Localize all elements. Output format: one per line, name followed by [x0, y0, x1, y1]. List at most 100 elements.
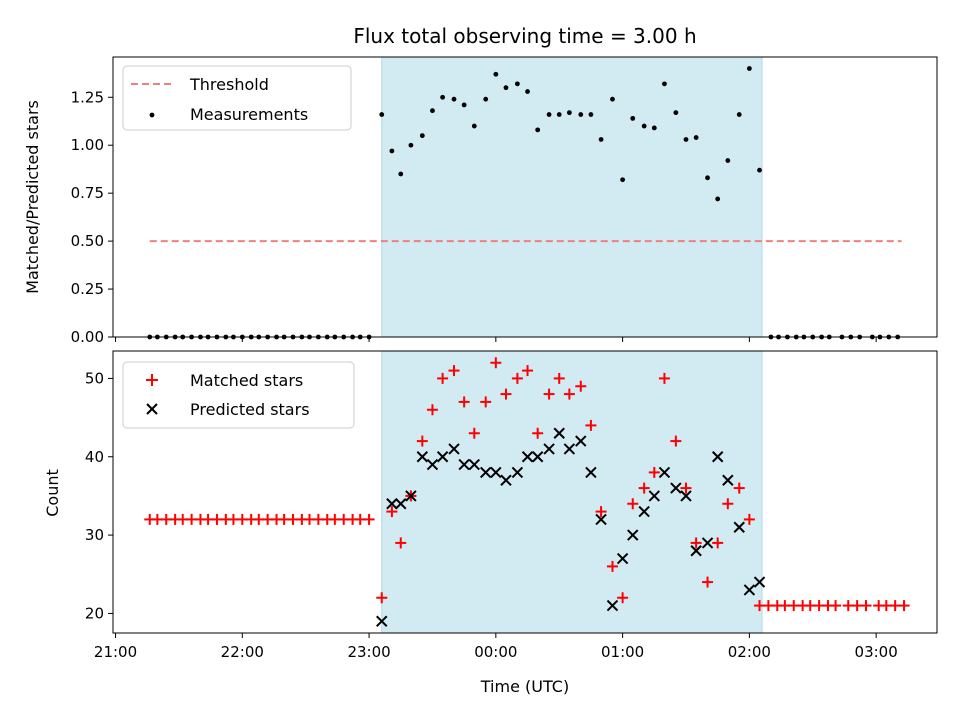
measurement-point: [725, 158, 731, 163]
matched-point: [898, 600, 910, 612]
bottom-axes-frame: [112, 350, 938, 634]
matched-point: [480, 396, 492, 408]
legend-measurements-swatch: [149, 112, 155, 118]
predicted-point: [511, 466, 524, 479]
matched-point: [532, 427, 544, 439]
predicted-point: [711, 451, 724, 463]
top-y-tick-label: 0.00: [71, 328, 104, 346]
predicted-point: [395, 498, 407, 510]
predicted-point: [753, 576, 766, 588]
predicted-point: [376, 615, 388, 627]
measurement-point: [746, 66, 752, 71]
matched-point: [670, 435, 682, 447]
measurement-point: [398, 171, 404, 177]
legend-matched-label: Matched stars: [190, 371, 303, 390]
predicted-point: [521, 451, 534, 463]
bottom-series-matched-stars: [144, 357, 910, 612]
matched-point: [733, 482, 745, 494]
matched-point: [500, 388, 512, 400]
matched-point: [448, 365, 460, 377]
predicted-point: [490, 466, 502, 479]
measurement-point: [705, 175, 710, 181]
measurement-point: [736, 112, 742, 117]
matched-point: [722, 498, 734, 510]
predicted-point: [553, 427, 565, 439]
top-observing-span: [381, 56, 763, 338]
measurement-point: [503, 85, 509, 91]
predicted-point: [575, 435, 587, 447]
predicted-point: [722, 474, 734, 486]
matched-point: [658, 372, 670, 384]
matched-point: [712, 537, 724, 549]
matched-point: [606, 560, 618, 572]
matched-point: [386, 506, 398, 518]
top-y-tick-label: 0.25: [71, 280, 104, 298]
predicted-point: [701, 537, 714, 549]
matched-point: [416, 435, 428, 447]
matched-point: [522, 365, 534, 377]
matched-point: [617, 592, 629, 604]
measurement-point: [430, 108, 435, 114]
measurement-point: [440, 94, 445, 100]
predicted-point: [627, 529, 639, 541]
matched-point: [830, 600, 842, 612]
predicted-point: [448, 443, 460, 455]
matched-point: [468, 427, 480, 439]
predicted-point: [458, 458, 470, 471]
measurement-point: [588, 112, 594, 117]
chart-title: Flux total observing time = 3.00 h: [353, 24, 696, 48]
predicted-point: [426, 458, 439, 471]
matched-point: [595, 506, 607, 518]
top-legend: Threshold Measurements: [122, 65, 352, 131]
predicted-point: [436, 451, 449, 463]
matched-point: [702, 576, 714, 588]
measurement-point: [535, 127, 541, 133]
measurement-point: [566, 110, 572, 116]
measurement-point: [662, 81, 667, 87]
bottom-observing-span: [381, 350, 763, 634]
matched-point: [563, 388, 575, 400]
matched-point: [395, 537, 407, 549]
x-tick-label: 21:00: [94, 643, 137, 661]
matched-point: [543, 388, 555, 400]
predicted-point: [468, 458, 480, 471]
measurement-point: [471, 123, 477, 129]
x-tick-label: 03:00: [855, 643, 898, 661]
predicted-point: [638, 505, 650, 518]
measurement-point: [673, 110, 679, 116]
x-tick-label: 23:00: [347, 643, 390, 661]
x-tick-label: 02:00: [728, 643, 771, 661]
measurement-point: [546, 112, 552, 117]
matched-point: [680, 482, 692, 494]
matched-point: [638, 482, 650, 494]
legend-predicted-swatch: [146, 403, 158, 415]
matched-point: [648, 466, 660, 478]
measurement-point: [598, 137, 604, 142]
measurement-point: [641, 123, 647, 129]
measurement-point: [693, 135, 699, 140]
bottom-y-tick-label: 20: [85, 604, 104, 622]
predicted-point: [733, 521, 745, 533]
top-y-tick-label: 0.50: [71, 232, 104, 250]
measurement-point: [620, 177, 626, 183]
legend-matched-swatch: [146, 374, 158, 386]
measurement-point: [556, 112, 562, 117]
measurement-point: [610, 96, 615, 102]
matched-point: [437, 372, 449, 384]
legend-threshold-label: Threshold: [189, 75, 269, 94]
matched-point: [426, 404, 438, 416]
measurement-point: [578, 112, 584, 117]
predicted-point: [606, 599, 619, 612]
x-tick-label: 22:00: [221, 643, 264, 661]
predicted-point: [543, 443, 555, 455]
predicted-point: [563, 443, 576, 455]
measurement-point: [493, 71, 499, 77]
measurement-point: [389, 148, 395, 154]
top-series-measurements: [147, 66, 901, 340]
bottom-y-tick-label: 40: [85, 448, 104, 466]
measurement-point: [630, 115, 636, 121]
measurement-point: [757, 167, 762, 173]
predicted-point: [595, 513, 607, 526]
measurement-point: [419, 133, 425, 139]
top-legend-frame: [122, 65, 352, 131]
